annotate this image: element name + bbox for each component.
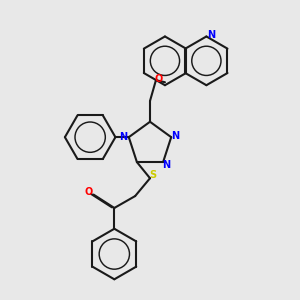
Text: N: N (207, 30, 215, 40)
Text: O: O (155, 74, 163, 84)
Text: N: N (172, 131, 180, 141)
Text: O: O (85, 187, 93, 196)
Text: S: S (149, 170, 157, 180)
Text: N: N (119, 132, 127, 142)
Text: N: N (162, 160, 170, 170)
